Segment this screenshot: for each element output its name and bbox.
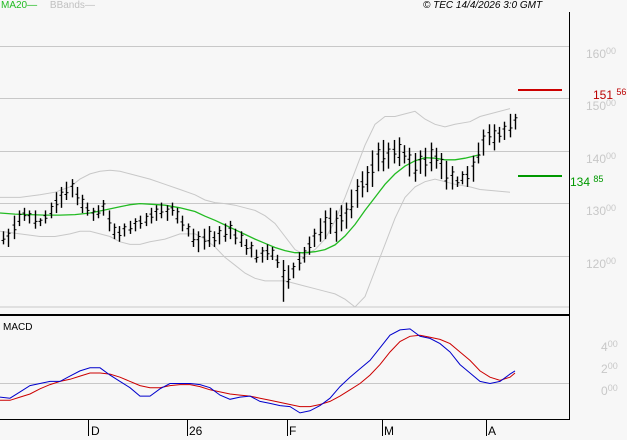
macd-tick-400: 400 [601, 339, 618, 354]
price-tick-130: 13000 [586, 203, 617, 218]
price-tick-150: 15000 [586, 98, 617, 113]
macd-signal-line [0, 334, 516, 408]
x-tick-label-mar: M [384, 424, 394, 438]
legend-bbands: BBands— [49, 0, 95, 11]
x-axis-ticks [88, 420, 487, 436]
legend: MA20— BBands— [1, 0, 95, 12]
macd-panel-title: MACD [3, 322, 33, 333]
support-label: 134 85 [570, 174, 604, 189]
price-gridlines [0, 46, 569, 257]
ma20-line [0, 153, 481, 254]
price-tick-120: 12000 [586, 256, 617, 271]
resistance-label: 151 56 [593, 87, 627, 102]
macd-tick-200: 200 [601, 361, 618, 376]
macd-line [0, 328, 516, 414]
price-bars [1, 113, 518, 302]
bbands-upper-line [0, 108, 511, 256]
x-tick-label-2026: 26 [189, 424, 203, 438]
legend-ma20: MA20— [1, 0, 38, 11]
price-tick-140: 14000 [586, 151, 617, 166]
x-tick-label-dec: D [91, 424, 100, 438]
x-tick-label-feb: F [289, 424, 297, 438]
copyright-timestamp: © TEC 14/4/2026 3:0 GMT [423, 0, 543, 11]
bbands-lower-line [0, 178, 511, 308]
macd-tick-0: 000 [601, 383, 618, 398]
x-tick-label-apr: A [488, 424, 497, 438]
price-tick-160: 16000 [586, 46, 617, 61]
